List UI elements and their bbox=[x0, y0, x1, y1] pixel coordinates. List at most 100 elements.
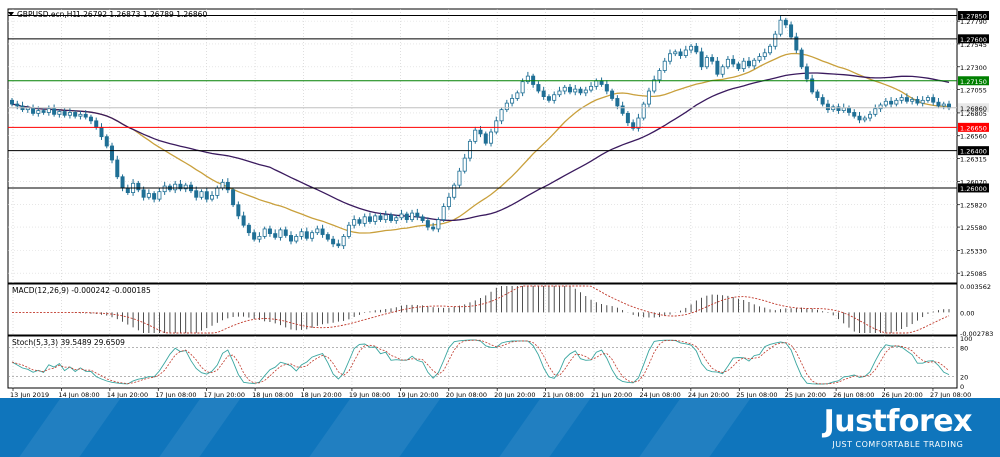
candle-body bbox=[136, 182, 141, 191]
candle-body bbox=[662, 60, 667, 71]
candle-body bbox=[99, 126, 104, 138]
candle-body bbox=[862, 117, 867, 121]
candle-body bbox=[399, 213, 404, 219]
candle-body bbox=[757, 56, 762, 61]
candle-body bbox=[283, 229, 288, 236]
x-tick-label: 24 Jun 08:00 bbox=[639, 391, 680, 398]
brand-logo[interactable]: Justforex JUST COMFORTABLE TRADING bbox=[823, 404, 973, 450]
candle-body bbox=[73, 112, 78, 117]
candle-body bbox=[741, 60, 746, 70]
candle-body bbox=[652, 79, 657, 92]
candle-body bbox=[378, 215, 383, 221]
candle-body bbox=[273, 233, 278, 238]
sma-fast-line bbox=[11, 52, 950, 234]
candle-body bbox=[36, 110, 41, 114]
candle-body bbox=[346, 224, 351, 237]
x-tick-label: 14 Jun 20:00 bbox=[107, 391, 148, 398]
candle-body bbox=[52, 108, 57, 115]
candle-body bbox=[736, 63, 741, 70]
y-tick-label: 1.25580 bbox=[960, 224, 987, 232]
candle-body bbox=[220, 181, 225, 189]
candle-body bbox=[431, 226, 436, 230]
macd-tick-label: 0.003562 bbox=[960, 283, 991, 291]
candle-body bbox=[699, 51, 704, 68]
y-tick-label: 1.27300 bbox=[960, 64, 987, 72]
candle-body bbox=[668, 53, 673, 62]
candle-body bbox=[515, 92, 520, 99]
candle-body bbox=[199, 191, 204, 198]
candle-body bbox=[646, 90, 651, 105]
candle-body bbox=[420, 216, 425, 221]
candle-body bbox=[204, 191, 209, 200]
candle-body bbox=[88, 116, 93, 122]
candle-body bbox=[367, 216, 372, 222]
level-label-box bbox=[958, 122, 989, 132]
level-label: 1.27150 bbox=[960, 78, 987, 86]
level-label-box bbox=[958, 34, 989, 44]
candle-body bbox=[820, 97, 825, 105]
candle-body bbox=[641, 103, 646, 119]
level-label: 1.26000 bbox=[960, 185, 987, 193]
candle-body bbox=[910, 99, 915, 102]
stoch-signal-line bbox=[11, 339, 950, 385]
x-tick-label: 13 Jun 2019 bbox=[10, 391, 49, 398]
candle-body bbox=[41, 110, 46, 113]
candle-body bbox=[873, 108, 878, 115]
candle-body bbox=[899, 97, 904, 101]
candle-body bbox=[46, 108, 51, 113]
candle-body bbox=[457, 170, 462, 186]
y-tick-label: 1.26070 bbox=[960, 178, 987, 186]
candle-body bbox=[525, 75, 530, 83]
level-label: 1.26860 bbox=[960, 105, 987, 113]
candle-body bbox=[194, 190, 199, 198]
candle-body bbox=[794, 36, 799, 51]
candle-body bbox=[857, 115, 862, 121]
candle-body bbox=[357, 219, 362, 224]
x-tick-label: 14 Jun 08:00 bbox=[58, 391, 99, 398]
candle-body bbox=[415, 212, 420, 218]
candle-body bbox=[678, 51, 683, 56]
level-label-box bbox=[958, 183, 989, 193]
y-tick-label: 1.27545 bbox=[960, 41, 987, 49]
candle-body bbox=[557, 90, 562, 96]
candle-body bbox=[441, 206, 446, 221]
main-chart-title: GBPUSD.ecn,H1 bbox=[17, 10, 77, 19]
candle-body bbox=[562, 86, 567, 92]
candle-body bbox=[804, 66, 809, 80]
candle-body bbox=[310, 232, 315, 239]
level-label: 1.26650 bbox=[960, 124, 987, 132]
candle-body bbox=[657, 70, 662, 81]
y-tick-label: 1.27790 bbox=[960, 18, 987, 26]
candle-body bbox=[267, 228, 272, 235]
y-tick-label: 1.27055 bbox=[960, 87, 987, 95]
collapse-triangle-icon[interactable] bbox=[8, 12, 14, 16]
candle-body bbox=[615, 98, 620, 107]
x-tick-label: 26 Jun 08:00 bbox=[833, 391, 874, 398]
candle-body bbox=[252, 232, 257, 240]
footer-decoration bbox=[639, 398, 751, 457]
candle-body bbox=[294, 236, 299, 242]
y-tick-label: 1.25085 bbox=[960, 270, 987, 278]
candle-body bbox=[499, 109, 504, 122]
y-tick-label: 1.25820 bbox=[960, 202, 987, 210]
candle-body bbox=[620, 105, 625, 114]
candle-body bbox=[410, 212, 415, 221]
candle-body bbox=[894, 99, 899, 105]
candle-body bbox=[31, 107, 36, 114]
candle-body bbox=[383, 214, 388, 221]
brand-name: Justforex bbox=[823, 404, 973, 439]
candle-body bbox=[846, 107, 851, 113]
candle-body bbox=[320, 228, 325, 235]
candle-body bbox=[15, 103, 20, 107]
macd-tick-label: -0.002783 bbox=[960, 330, 993, 338]
level-label-box bbox=[958, 103, 989, 113]
candle-body bbox=[57, 111, 62, 115]
candle-body bbox=[925, 97, 930, 101]
candle-body bbox=[915, 99, 920, 104]
y-tick-label: 1.26315 bbox=[960, 156, 987, 164]
candle-body bbox=[246, 224, 251, 234]
footer-decoration bbox=[499, 398, 591, 457]
candle-body bbox=[331, 238, 336, 245]
candle-body bbox=[583, 89, 588, 94]
candle-body bbox=[904, 97, 909, 102]
